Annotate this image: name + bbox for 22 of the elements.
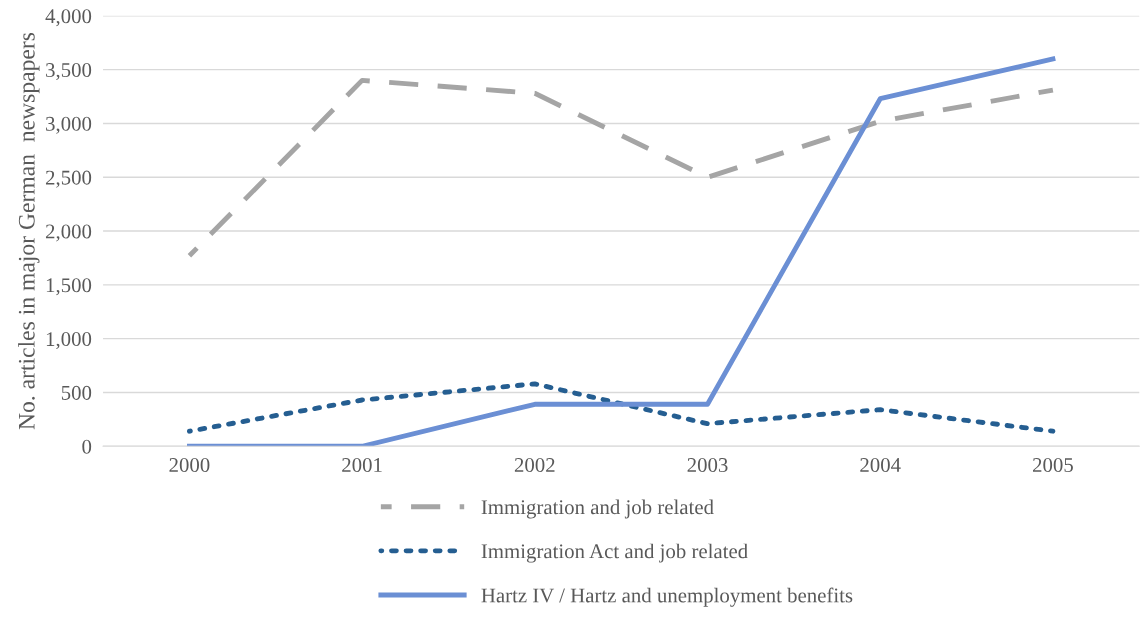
y-tick-label: 3,000 [46, 116, 92, 134]
x-tick-label: 2000 [169, 457, 210, 473]
line-series [186, 77, 1056, 259]
x-tick-label: 2004 [860, 457, 901, 473]
y-tick-label: 0 [82, 439, 92, 454]
legend-label: Hartz IV / Hartz and unemployment benefits [481, 587, 853, 607]
y-tick-label: 500 [61, 385, 92, 400]
y-axis-title: No. articles in major German newspapers [18, 32, 40, 430]
x-tick-label: 2001 [342, 457, 382, 473]
x-tick-label: 2005 [1033, 457, 1073, 473]
legend-label: Immigration Act and job related [481, 543, 748, 563]
legend-label: Immigration and job related [481, 499, 714, 519]
y-tick-label: 1,000 [46, 332, 92, 350]
y-tick-label: 2,000 [45, 224, 92, 242]
x-tick-label: 2002 [514, 457, 555, 473]
line-series [186, 56, 1056, 447]
x-tick-label: 2003 [687, 457, 728, 473]
y-tick-label: 1,500 [46, 278, 92, 296]
y-tick-label: 3,500 [46, 63, 92, 81]
y-tick-label: 2,500 [45, 170, 92, 188]
y-tick-label: 4,000 [45, 9, 92, 27]
line-series [186, 381, 1056, 434]
